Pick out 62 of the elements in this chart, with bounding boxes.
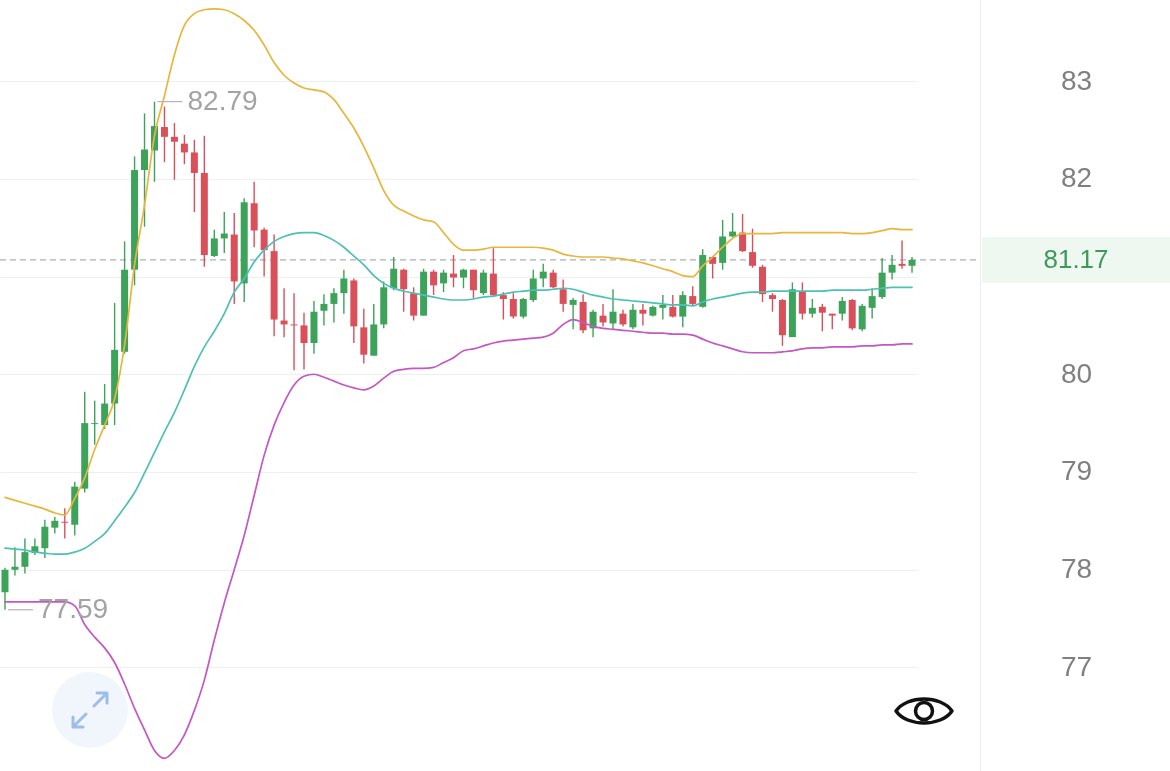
candlestick [160,105,168,163]
candlestick [679,290,687,329]
candlestick [489,247,497,297]
candlestick [330,287,338,324]
candlestick [1,567,9,611]
candlestick [300,312,308,371]
candlestick [141,112,149,228]
candlestick [340,269,348,315]
candlestick [519,297,527,320]
candlestick [659,294,667,321]
line-series [4,7,913,516]
candlestick [858,303,866,332]
candlestick [669,294,677,319]
y-tick-label: 78 [1060,553,1093,585]
candlestick [180,134,188,165]
candlestick [430,269,438,296]
candlestick [549,269,557,289]
candlestick [609,288,617,331]
candlestick [440,269,448,293]
candlestick [629,303,637,331]
candlestick [210,228,218,258]
y-tick-label: 80 [1060,357,1093,389]
candlestick [320,293,328,327]
candlestick [689,285,697,307]
candlestick [260,226,268,278]
candlestick [91,399,99,446]
candlestick [450,254,458,288]
candlestick [888,254,896,281]
candlestick [390,256,398,291]
y-tick-label: 77 [1060,650,1093,682]
candlestick [898,239,906,270]
candlestick [559,278,567,313]
candlestick [509,292,517,320]
y-tick-label: 83 [1060,64,1093,96]
ref-line-label: 81.17 [1043,243,1109,274]
candlestick [61,507,69,540]
candlestick [469,269,477,299]
candlestick [838,296,846,322]
candlestick [749,227,757,269]
candlestick [569,297,577,331]
candlestick [529,269,537,303]
candlestick [410,286,418,322]
candlestick [290,292,298,372]
candlestick [808,298,816,319]
candlestick [768,292,776,313]
candlestick [41,519,49,559]
candlestick [400,268,408,313]
annotation: 82.79 [187,84,258,116]
candlestick [11,546,19,577]
candlestick [908,256,916,274]
y-tick-label: 79 [1060,455,1093,487]
candlestick [499,291,507,321]
candlestick [479,269,487,296]
candlestick [818,303,826,332]
candlestick [21,537,29,575]
candlestick [190,139,198,213]
candlestick [798,281,806,321]
candlestick [459,268,467,289]
candlestick [170,122,178,181]
candlestick [639,303,647,327]
candlestick [868,287,876,320]
y-tick-label: 82 [1060,162,1093,194]
